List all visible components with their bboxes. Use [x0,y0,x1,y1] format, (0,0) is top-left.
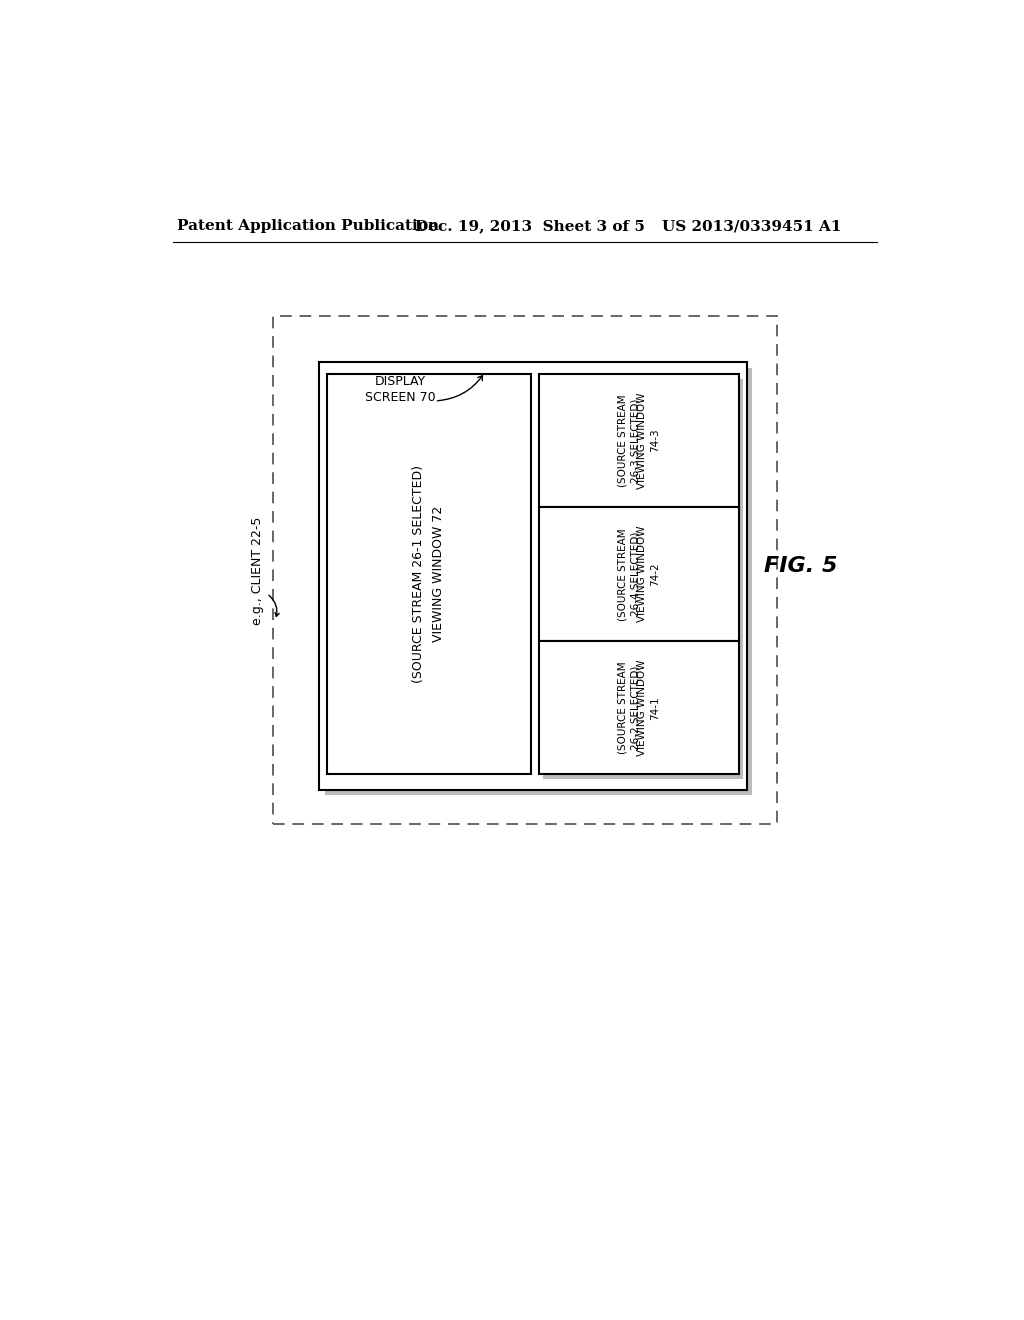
Text: DISPLAY
SCREEN 70: DISPLAY SCREEN 70 [365,375,435,404]
Bar [273,317,777,825]
Bar [327,374,531,775]
Text: (SOURCE STREAM
26-4 SELECTED): (SOURCE STREAM 26-4 SELECTED) [617,528,640,620]
Bar [544,512,743,645]
Bar [544,645,743,779]
Text: e.g., CLIENT 22-5: e.g., CLIENT 22-5 [251,516,264,624]
Bar [539,642,739,775]
Bar [539,507,739,642]
Text: (SOURCE STREAM 26-1 SELECTED): (SOURCE STREAM 26-1 SELECTED) [412,465,425,684]
Text: VIEWING WINDOW
74-3: VIEWING WINDOW 74-3 [637,392,660,488]
Text: Dec. 19, 2013  Sheet 3 of 5: Dec. 19, 2013 Sheet 3 of 5 [416,219,645,234]
Text: Patent Application Publication: Patent Application Publication [177,219,438,234]
Bar [319,363,746,789]
Text: VIEWING WINDOW
74-1: VIEWING WINDOW 74-1 [637,660,660,756]
Bar [539,374,739,507]
Bar [325,368,752,795]
Text: (SOURCE STREAM
26-3 SELECTED): (SOURCE STREAM 26-3 SELECTED) [617,395,640,487]
Text: VIEWING WINDOW 72: VIEWING WINDOW 72 [432,506,444,643]
Text: FIG. 5: FIG. 5 [764,557,838,577]
Bar [544,379,743,512]
Text: (SOURCE STREAM
26-2 SELECTED): (SOURCE STREAM 26-2 SELECTED) [617,661,640,754]
Text: US 2013/0339451 A1: US 2013/0339451 A1 [662,219,842,234]
Text: VIEWING WINDOW
74-2: VIEWING WINDOW 74-2 [637,525,660,623]
